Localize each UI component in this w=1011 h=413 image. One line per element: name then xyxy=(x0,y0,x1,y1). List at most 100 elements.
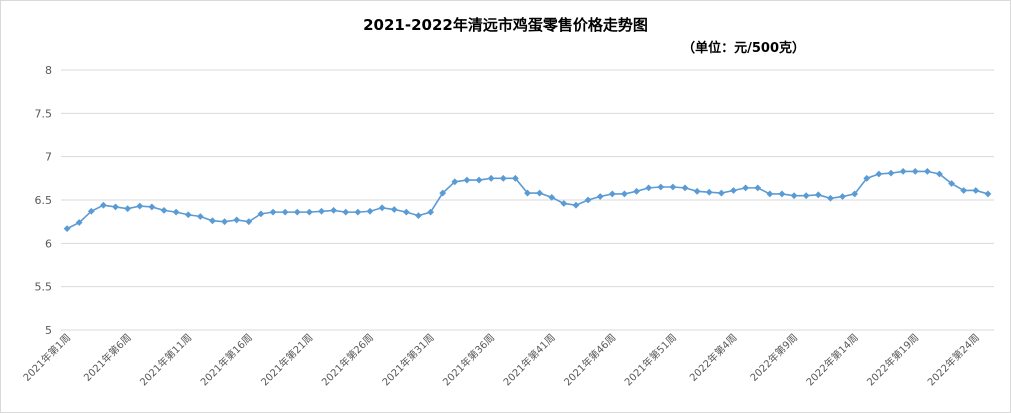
data-point xyxy=(233,216,241,224)
data-point xyxy=(342,208,350,216)
x-tick-label: 2022年第4周 xyxy=(687,331,740,384)
data-point xyxy=(754,184,762,192)
data-point xyxy=(572,201,580,209)
y-tick-label: 8 xyxy=(45,64,52,77)
data-point xyxy=(100,201,107,209)
x-tick-label: 2022年第19周 xyxy=(864,331,921,388)
x-tick-label: 2021年第51周 xyxy=(622,331,679,388)
data-point xyxy=(524,189,531,197)
x-tick-label: 2021年第16周 xyxy=(198,331,255,388)
data-point xyxy=(160,207,168,214)
data-point xyxy=(257,210,265,218)
data-point xyxy=(560,200,568,207)
data-point xyxy=(984,190,992,198)
data-point xyxy=(269,208,277,216)
data-point xyxy=(281,208,289,216)
data-point xyxy=(427,208,434,216)
x-tick-label: 2022年第14周 xyxy=(803,331,860,388)
data-point xyxy=(923,168,931,175)
data-point xyxy=(633,187,640,195)
data-point xyxy=(608,190,616,198)
data-point xyxy=(887,169,895,177)
y-tick-label: 5 xyxy=(45,324,52,337)
data-point xyxy=(742,184,750,192)
data-point xyxy=(730,187,737,194)
x-tick-label: 2021年第31周 xyxy=(379,331,436,388)
data-point xyxy=(112,203,119,211)
data-point xyxy=(766,190,774,198)
data-point xyxy=(693,187,701,195)
data-point xyxy=(451,178,459,186)
data-point xyxy=(475,176,483,184)
data-point xyxy=(863,174,871,182)
data-point xyxy=(705,188,713,196)
x-tick-label: 2022年第9周 xyxy=(747,331,800,384)
data-point xyxy=(487,174,495,182)
data-point xyxy=(330,207,338,214)
data-point xyxy=(972,187,980,194)
chart-subtitle: （单位：元/500克） xyxy=(682,41,805,56)
data-point xyxy=(778,190,786,198)
data-point xyxy=(378,204,386,212)
y-tick-label: 7.5 xyxy=(35,107,53,120)
data-point xyxy=(136,202,144,210)
data-point xyxy=(305,208,313,216)
data-point xyxy=(354,208,362,216)
data-point xyxy=(415,212,422,219)
data-point xyxy=(463,176,471,184)
x-tick-label: 2021年第11周 xyxy=(137,331,194,388)
data-point xyxy=(209,217,216,225)
x-tick-label: 2021年第26周 xyxy=(319,331,376,388)
y-tick-label: 7 xyxy=(45,151,52,164)
data-point xyxy=(827,194,834,202)
data-point xyxy=(293,208,301,216)
data-point xyxy=(875,170,883,178)
data-point xyxy=(439,189,447,197)
data-point xyxy=(669,183,677,191)
chart-title: 2021-2022年清远市鸡蛋零售价格走势图 xyxy=(363,16,648,34)
data-point xyxy=(75,219,83,226)
data-point xyxy=(536,189,544,197)
data-point xyxy=(548,194,556,201)
data-point xyxy=(681,184,689,192)
x-tick-label: 2022年第24周 xyxy=(925,331,982,388)
data-point xyxy=(814,191,822,199)
data-point xyxy=(839,193,846,200)
data-point xyxy=(318,207,325,215)
x-tick-label: 2021年第46周 xyxy=(561,331,618,388)
data-point xyxy=(245,218,253,226)
data-point xyxy=(802,192,810,200)
data-point xyxy=(657,183,665,191)
data-point xyxy=(124,205,132,213)
data-point xyxy=(936,170,943,178)
x-tick-label: 2021年第21周 xyxy=(258,331,315,388)
data-point xyxy=(87,207,95,215)
data-point xyxy=(172,208,180,216)
data-point xyxy=(948,180,955,187)
data-point xyxy=(960,187,968,194)
data-point xyxy=(717,189,725,197)
x-tick-label: 2021年第41周 xyxy=(500,331,557,388)
y-tick-label: 5.5 xyxy=(35,281,53,294)
data-point xyxy=(596,193,604,200)
x-tick-label: 2021年第36周 xyxy=(440,331,497,388)
data-point xyxy=(221,218,228,226)
data-point xyxy=(390,206,398,213)
data-point xyxy=(790,192,798,200)
data-point xyxy=(584,196,592,204)
data-point xyxy=(184,211,192,219)
data-point xyxy=(63,225,71,232)
data-point xyxy=(851,190,859,198)
data-point xyxy=(402,208,410,216)
y-tick-label: 6.5 xyxy=(35,194,53,207)
data-point xyxy=(366,207,374,215)
data-point xyxy=(148,203,156,211)
x-tick-label: 2021年第1周 xyxy=(20,331,73,384)
y-tick-label: 6 xyxy=(45,237,52,250)
x-tick-label: 2021年第6周 xyxy=(81,331,134,384)
data-point xyxy=(511,174,519,182)
data-point xyxy=(499,174,507,182)
data-point xyxy=(645,184,653,192)
data-point xyxy=(621,190,628,198)
